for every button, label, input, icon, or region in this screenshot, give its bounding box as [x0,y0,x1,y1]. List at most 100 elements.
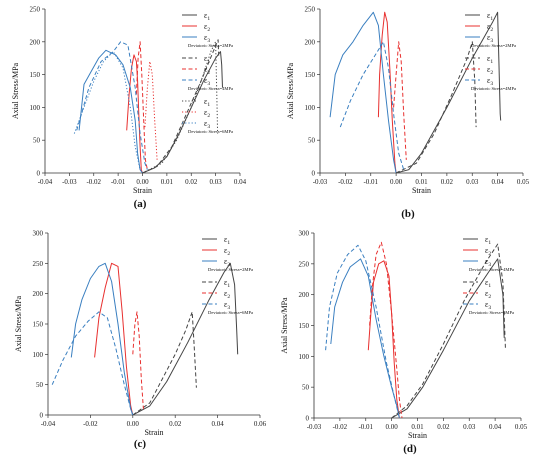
legend-group-label: Deviatoric Stress=6MPa [469,310,514,315]
plot-area [51,262,239,415]
legend-entry: ε2 [204,108,210,119]
legend-entry: ε3 [485,257,491,268]
series-line-g1-e3 [330,258,400,418]
y-tick-label: 200 [30,38,41,46]
legend-entry: ε2 [485,246,491,257]
y-tick-label: 300 [299,230,310,238]
x-tick-label: 0.03 [463,423,476,431]
series-line-g2-e2 [369,241,403,418]
x-tick-label: 0.01 [415,178,428,186]
x-tick-label: -0.01 [358,423,373,431]
panel-label: (a) [134,198,147,210]
plot-area [329,11,502,173]
legend-entry: ε2 [204,22,210,33]
legend-entry: ε1 [485,235,491,246]
legend-group-label: Deviatoric Stress=2MPa [188,43,233,48]
legend-entry: ε2 [204,65,210,76]
y-tick-label: 0 [306,415,310,423]
x-tick-label: 0.06 [254,420,267,428]
plot-area [325,241,506,418]
legend-entry: ε3 [224,300,230,311]
x-axis-label: Strain [144,428,163,437]
panel-label: (d) [403,443,417,455]
x-tick-label: 0.03 [466,178,479,186]
x-tick-label: -0.02 [333,423,348,431]
x-axis-label: Strain [408,431,427,440]
y-tick-label: 50 [308,137,316,145]
legend-entry: ε2 [487,22,493,33]
legend-group-label: Deviatoric Stress=6MPa [208,310,253,315]
legend-entry: ε3 [204,76,210,87]
y-tick-label: 100 [299,353,310,361]
series-line-g1-e1 [132,262,239,415]
series-line-g1-e1 [395,11,502,173]
x-tick-label: 0.04 [234,178,247,186]
x-tick-label: -0.01 [111,178,126,186]
legend-entry: ε2 [485,289,491,300]
x-tick-label: -0.04 [38,178,53,186]
y-tick-label: 250 [299,260,310,268]
y-tick-label: 100 [33,351,44,359]
legend-entry: ε1 [204,11,210,22]
y-tick-label: 200 [305,38,316,46]
y-tick-label: 100 [305,104,316,112]
x-axis-label: Strain [412,186,431,195]
legend-group-label: Deviatoric Stress=4MPa [188,86,233,91]
x-tick-label: 0.04 [492,178,505,186]
legend-group-label: Deviatoric Stress=4MPa [471,86,516,91]
y-tick-label: 300 [33,230,44,238]
y-axis-label: Axial Stress/MPa [286,62,295,119]
x-tick-label: 0.00 [127,420,140,428]
x-tick-label: -0.03 [62,178,77,186]
chart-panel-4: -0.03 -0.02 -0.01 0.00 0.01 0.02 0.03 0.04 0.05 0… [280,230,528,456]
y-axis-label: Axial Stress/MPa [14,295,23,352]
x-tick-label: 0.02 [185,178,198,186]
x-tick-label: 0.00 [386,423,399,431]
legend-group-label: Deviatoric Stress=2MPa [208,267,253,272]
series-line-g3-e2 [144,61,158,160]
series-line-g1-e3 [329,11,397,173]
legend-entry: ε3 [487,76,493,87]
legend-entry: ε3 [204,33,210,44]
series-line-g2-e3 [339,41,405,170]
legend-entry: ε1 [224,278,230,289]
x-tick-label: -0.02 [338,178,353,186]
legend-group-label: Deviatoric Stress=6MPa [188,129,233,134]
legend-group-label: Deviatoric Stress=2MPa [471,43,516,48]
chart-panel-1: -0.04 -0.03 -0.02 -0.01 0.00 0.01 0.02 0.03 0.04… [11,6,247,211]
legend-entry: ε2 [224,289,230,300]
x-tick-label: -0.03 [307,423,322,431]
panel-label: (b) [401,208,415,220]
x-tick-label: -0.02 [83,420,98,428]
series-line-g2-e1 [132,311,197,415]
y-tick-label: 250 [33,260,44,268]
legend-entry: ε3 [204,119,210,130]
series-line-g2-e2 [132,311,144,409]
x-tick-label: 0.04 [489,423,502,431]
y-tick-label: 0 [312,170,316,178]
x-tick-label: -0.03 [313,178,328,186]
legend-entry: ε1 [224,235,230,246]
y-axis-label: Axial Stress/MPa [280,297,289,354]
x-tick-label: -0.04 [41,420,56,428]
legend-entry: ε2 [224,246,230,257]
y-tick-label: 0 [40,412,44,420]
x-tick-label: 0.01 [161,178,174,186]
x-tick-label: 0.01 [411,423,424,431]
series-line-g1-e1 [391,258,505,418]
series-line-g3-e3 [73,51,141,170]
legend-entry: ε3 [224,257,230,268]
x-tick-label: 0.04 [211,420,224,428]
series-line-g1-e2 [94,262,134,415]
legend-entry: ε3 [485,300,491,311]
legend-entry: ε1 [204,54,210,65]
series-line-g2-e2 [135,41,148,170]
series-line-g2-e1 [395,41,477,173]
legend-entry: ε3 [487,33,493,44]
x-tick-label: 0.02 [437,423,450,431]
y-tick-label: 150 [33,321,44,329]
